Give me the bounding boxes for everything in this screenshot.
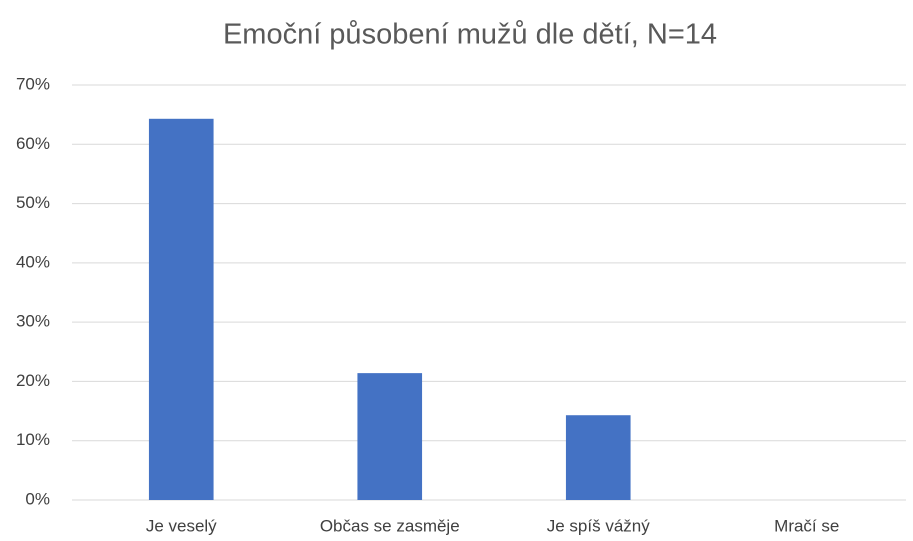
bar [565, 415, 631, 500]
y-tick-label: 50% [16, 193, 50, 212]
x-tick-label: Mračí se [774, 516, 839, 535]
y-tick-label: 30% [16, 312, 50, 331]
bar [148, 118, 214, 501]
y-tick-label: 10% [16, 430, 50, 449]
x-tick-label: Je spíš vážný [547, 516, 650, 535]
y-tick-label: 60% [16, 134, 50, 153]
y-tick-label: 20% [16, 371, 50, 390]
x-tick-label: Je veselý [146, 516, 217, 535]
y-tick-label: 0% [25, 489, 50, 508]
y-tick-label: 40% [16, 252, 50, 271]
x-tick-label: Občas se zasměje [320, 516, 460, 535]
chart-title: Emoční působení mužů dle dětí, N=14 [223, 19, 717, 51]
bar [357, 373, 423, 500]
y-tick-label: 70% [16, 74, 50, 93]
